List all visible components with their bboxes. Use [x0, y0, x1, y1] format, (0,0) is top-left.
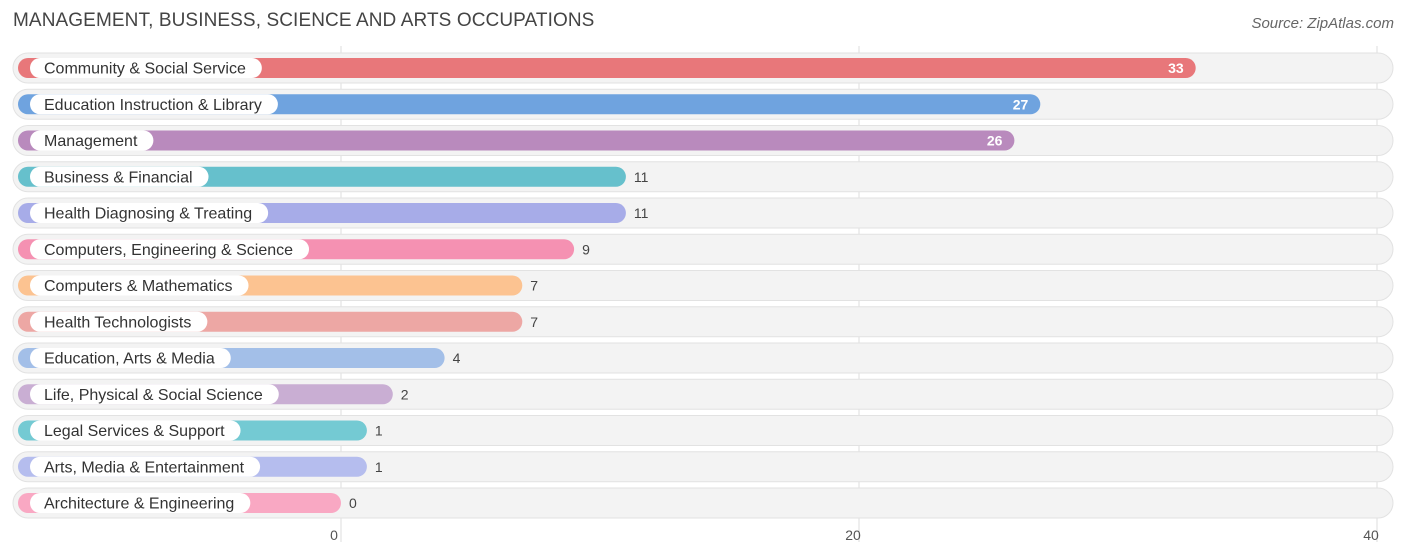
category-label: Architecture & Engineering [44, 496, 234, 513]
bar-row: Health Technologists 7 [12, 306, 1394, 338]
bar-rows: Community & Social Service 33 Education In… [12, 52, 1394, 519]
category-label: Arts, Media & Entertainment [44, 459, 245, 476]
bar-row: Life, Physical & Social Science 2 [12, 378, 1394, 410]
category-label: Community & Social Service [44, 61, 246, 78]
category-label-pill [30, 130, 154, 151]
bar-row: Education Instruction & Library 27 [12, 88, 1394, 120]
category-label: Computers, Engineering & Science [44, 242, 293, 259]
category-label: Computers & Mathematics [44, 278, 233, 295]
value-label: 1 [375, 459, 383, 475]
category-label: Life, Physical & Social Science [44, 387, 263, 404]
category-label-pill [30, 166, 209, 187]
bar [18, 130, 1015, 151]
x-tick-label: 20 [845, 527, 861, 543]
category-label-pill [30, 384, 279, 405]
category-label-pill [30, 420, 241, 441]
category-label: Education, Arts & Media [44, 351, 215, 368]
value-label: 11 [634, 205, 649, 221]
category-label: Legal Services & Support [44, 423, 225, 440]
value-label: 4 [453, 350, 461, 366]
value-label: 7 [530, 314, 538, 330]
x-tick-label: 0 [330, 527, 338, 543]
value-label: 11 [634, 169, 649, 185]
category-label-pill [30, 239, 310, 260]
value-label: 7 [530, 278, 538, 294]
source-label: Source: ZipAtlas.com [1251, 15, 1394, 32]
value-label: 0 [349, 495, 357, 511]
chart-title: MANAGEMENT, BUSINESS, SCIENCE AND ARTS O… [13, 10, 595, 31]
category-label: Education Instruction & Library [44, 97, 262, 114]
bar-row: Education, Arts & Media 4 [12, 342, 1394, 374]
value-label: 9 [582, 241, 590, 257]
category-label: Health Diagnosing & Treating [44, 206, 252, 223]
category-label-pill [30, 493, 251, 513]
value-label: 2 [401, 386, 409, 402]
bar-row: Computers & Mathematics 7 [12, 270, 1394, 301]
value-label: 26 [987, 133, 1003, 149]
bar [18, 58, 1196, 78]
category-label-pill [30, 456, 261, 477]
bar-row: Legal Services & Support 1 [12, 415, 1394, 446]
bar-row: Architecture & Engineering 0 [12, 487, 1394, 519]
bar-row: Health Diagnosing & Treating 11 [12, 197, 1394, 229]
bar-row: Business & Financial 11 [12, 161, 1394, 193]
bar-row: Community & Social Service 33 [12, 52, 1394, 84]
category-label-pill [30, 58, 262, 78]
value-label: 1 [375, 423, 383, 439]
value-label: 27 [1013, 96, 1029, 112]
category-label-pill [30, 275, 249, 296]
category-label-pill [30, 348, 231, 368]
category-label-pill [30, 311, 208, 332]
category-label: Health Technologists [44, 314, 191, 331]
x-axis: 0 20 40 [330, 527, 1379, 543]
bar-row: Management 26 [12, 125, 1394, 156]
bar-row: Computers, Engineering & Science 9 [12, 233, 1394, 265]
category-label-pill [30, 203, 269, 223]
category-label-pill [30, 94, 278, 115]
x-tick-label: 40 [1363, 527, 1379, 543]
bar-row: Arts, Media & Entertainment 1 [12, 451, 1394, 483]
category-label: Management [44, 133, 138, 150]
value-label: 33 [1168, 60, 1184, 76]
category-label: Business & Financial [44, 169, 193, 186]
row-track [12, 487, 1394, 519]
